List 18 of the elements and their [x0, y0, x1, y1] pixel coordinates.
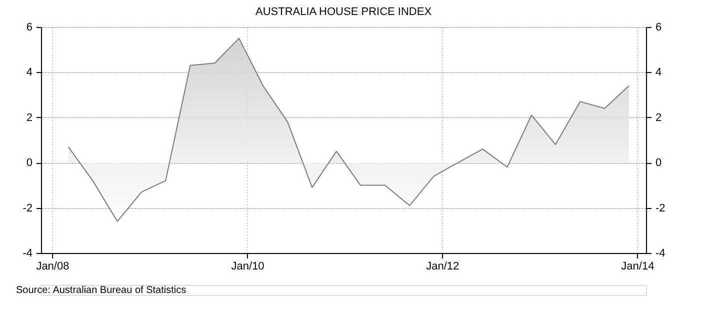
y2-tick-label: -4 — [656, 248, 666, 260]
y-tick-label: 2 — [26, 112, 32, 124]
y-tick-label: -2 — [22, 202, 32, 214]
chart-title: AUSTRALIA HOUSE PRICE INDEX — [255, 6, 432, 18]
y-tick-label: -4 — [22, 248, 32, 260]
y2-tick-label: 2 — [656, 112, 662, 124]
x-tick-label: Jan/10 — [231, 260, 264, 272]
y2-tick-label: 4 — [656, 66, 662, 79]
x-tick-label: Jan/12 — [426, 260, 460, 272]
y2-tick-label: 6 — [656, 22, 662, 34]
y-tick-label: 4 — [26, 66, 32, 79]
y-tick-label: 6 — [26, 22, 32, 34]
y-tick-label: 0 — [26, 157, 32, 170]
source-note: Source: Australian Bureau of Statistics — [16, 285, 186, 296]
x-tick-label: Jan/08 — [36, 260, 70, 272]
x-tick-label: Jan/14 — [621, 260, 654, 272]
y2-tick-label: 0 — [656, 157, 662, 170]
y2-tick-label: -2 — [656, 202, 666, 214]
